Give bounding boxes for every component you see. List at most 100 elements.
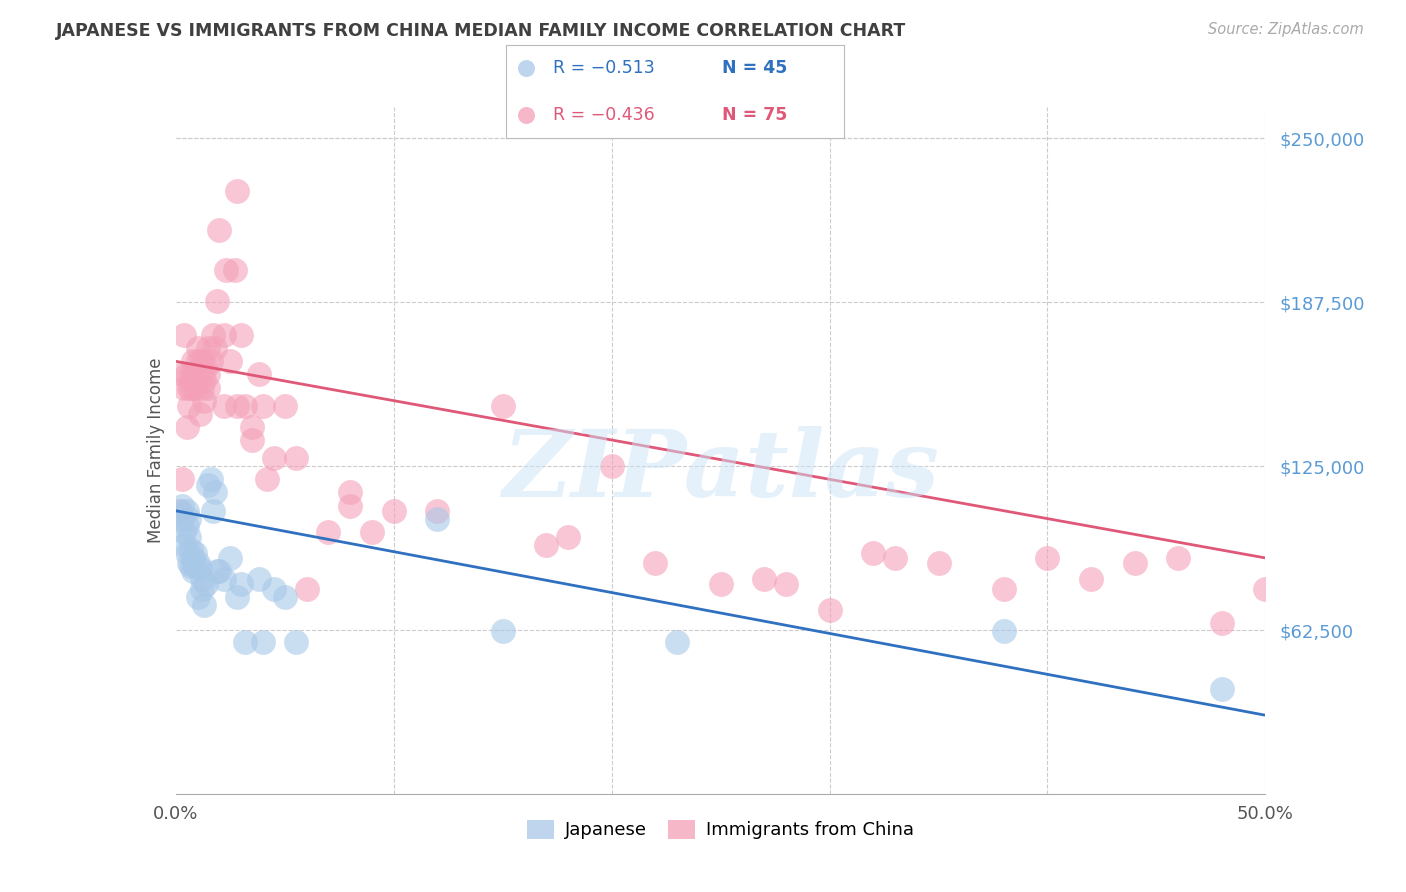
Point: [169, 504, 191, 518]
Point: [172, 511, 194, 525]
Point: [515, 108, 537, 122]
Point: [205, 564, 228, 578]
Point: [204, 341, 226, 355]
Point: [177, 380, 200, 394]
Point: [184, 373, 207, 387]
Point: [197, 368, 219, 382]
Point: [225, 184, 247, 198]
Point: [212, 572, 235, 586]
Point: [515, 61, 537, 75]
Point: [180, 380, 202, 394]
Point: [219, 354, 242, 368]
Point: [215, 262, 238, 277]
Point: [184, 558, 207, 573]
Point: [184, 380, 207, 394]
Point: [180, 558, 202, 573]
Point: [1036, 550, 1059, 565]
Point: [818, 603, 841, 617]
Point: [1211, 681, 1233, 696]
Point: [928, 556, 950, 570]
Point: [1211, 616, 1233, 631]
Point: [186, 556, 209, 570]
Point: [219, 550, 242, 565]
Point: [191, 354, 214, 368]
Point: [710, 577, 733, 591]
Point: [186, 354, 209, 368]
Point: [188, 407, 211, 421]
Point: [426, 511, 449, 525]
Point: [193, 598, 215, 612]
Point: [295, 582, 318, 597]
Point: [176, 519, 198, 533]
Point: [197, 477, 219, 491]
Point: [200, 472, 222, 486]
Legend: Japanese, Immigrants from China: Japanese, Immigrants from China: [520, 813, 921, 847]
Point: [240, 420, 263, 434]
Point: [1167, 550, 1189, 565]
Point: [191, 380, 214, 394]
Text: Source: ZipAtlas.com: Source: ZipAtlas.com: [1208, 22, 1364, 37]
Point: [252, 399, 274, 413]
Point: [492, 399, 515, 413]
Point: [284, 635, 307, 649]
Point: [201, 504, 224, 518]
Point: [177, 556, 200, 570]
Point: [208, 564, 231, 578]
Point: [181, 354, 204, 368]
Point: [274, 399, 297, 413]
Point: [169, 504, 191, 518]
Point: [212, 399, 235, 413]
Point: [231, 328, 253, 343]
Point: [318, 524, 340, 539]
Point: [884, 550, 907, 565]
Point: [240, 433, 263, 447]
Point: [360, 524, 382, 539]
Text: JAPANESE VS IMMIGRANTS FROM CHINA MEDIAN FAMILY INCOME CORRELATION CHART: JAPANESE VS IMMIGRANTS FROM CHINA MEDIAN…: [56, 22, 907, 40]
Point: [225, 591, 247, 605]
Point: [256, 472, 278, 486]
Point: [492, 624, 515, 639]
Point: [247, 368, 270, 382]
Point: [184, 546, 207, 560]
Point: [426, 504, 449, 518]
Text: N = 75: N = 75: [723, 106, 787, 124]
Point: [557, 530, 579, 544]
Point: [186, 341, 209, 355]
Point: [177, 399, 200, 413]
Point: [235, 399, 257, 413]
Point: [231, 577, 253, 591]
Point: [172, 472, 194, 486]
Point: [172, 499, 194, 513]
Point: [176, 368, 198, 382]
Point: [862, 546, 884, 560]
Point: [993, 624, 1015, 639]
Point: [173, 380, 195, 394]
Point: [1254, 582, 1277, 597]
Point: [200, 354, 222, 368]
Point: [177, 511, 200, 525]
Point: [600, 459, 623, 474]
Point: [212, 328, 235, 343]
Point: [204, 485, 226, 500]
Text: ZIPatlas: ZIPatlas: [502, 426, 939, 516]
Point: [176, 420, 198, 434]
Point: [534, 538, 557, 552]
Point: [235, 635, 257, 649]
Point: [339, 485, 361, 500]
Point: [186, 591, 209, 605]
Point: [263, 451, 285, 466]
Point: [173, 328, 195, 343]
Point: [274, 591, 297, 605]
Text: R = −0.436: R = −0.436: [554, 106, 655, 124]
Point: [775, 577, 797, 591]
Point: [225, 399, 247, 413]
Point: [224, 262, 246, 277]
Point: [195, 359, 218, 374]
Point: [382, 504, 405, 518]
Point: [263, 582, 285, 597]
Point: [284, 451, 307, 466]
Point: [176, 504, 198, 518]
Text: R = −0.513: R = −0.513: [554, 59, 655, 77]
Point: [193, 393, 215, 408]
Point: [1123, 556, 1146, 570]
